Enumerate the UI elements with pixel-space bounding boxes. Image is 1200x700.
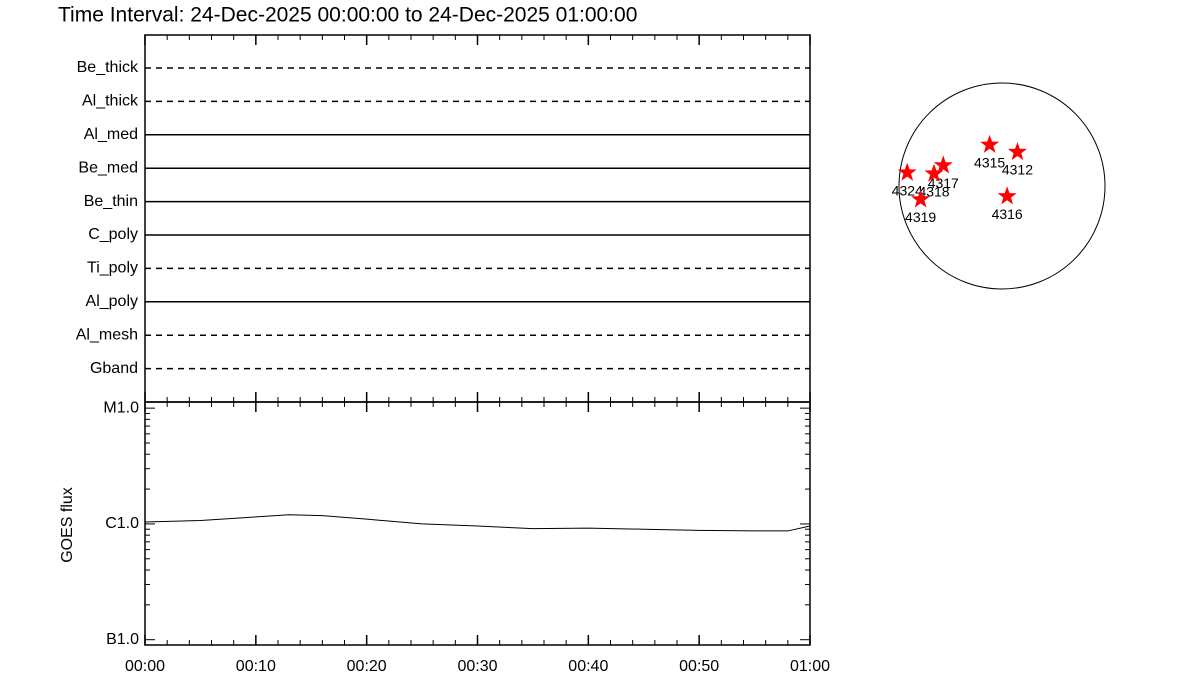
filter-label: Al_thick xyxy=(82,93,139,110)
chart-title: Time Interval: 24-Dec-2025 00:00:00 to 2… xyxy=(58,4,637,27)
region-label: 4316 xyxy=(992,206,1023,222)
y-tick-label: M1.0 xyxy=(103,399,139,416)
filter-label: Be_thick xyxy=(77,59,139,76)
goes-line xyxy=(144,514,811,532)
filter-label: Gband xyxy=(90,360,138,377)
x-tick-label: 00:20 xyxy=(347,658,387,675)
goes-panel xyxy=(144,401,811,646)
x-tick-label: 00:40 xyxy=(568,658,608,675)
region-label: 4324 xyxy=(892,182,923,198)
region-star xyxy=(980,134,1000,153)
y-tick-label: C1.0 xyxy=(105,515,139,532)
solar-disk xyxy=(898,82,1106,290)
filter-label: Al_mesh xyxy=(76,326,138,343)
x-tick-label: 01:00 xyxy=(790,658,830,675)
region-star xyxy=(933,155,953,174)
x-tick-label: 00:50 xyxy=(679,658,719,675)
region-label: 4312 xyxy=(1002,162,1033,178)
region-label: 4318 xyxy=(918,183,949,199)
filter-label: C_poly xyxy=(88,226,138,243)
region-label: 4317 xyxy=(928,175,959,191)
region-label: 4315 xyxy=(974,155,1005,171)
filter-label: Ti_poly xyxy=(87,260,138,277)
region-label: 4319 xyxy=(905,209,936,225)
x-tick-label: 00:30 xyxy=(457,658,497,675)
filter-panel xyxy=(144,34,811,403)
y-tick-label: B1.0 xyxy=(106,631,139,648)
filter-label: Be_med xyxy=(78,159,138,176)
filter-label: Al_poly xyxy=(86,293,138,310)
region-star xyxy=(911,189,931,208)
filter-label: Al_med xyxy=(84,126,138,143)
x-tick-label: 00:00 xyxy=(125,658,165,675)
x-tick-label: 00:10 xyxy=(236,658,276,675)
region-star xyxy=(924,163,944,182)
region-star xyxy=(1007,142,1027,161)
region-star xyxy=(897,162,917,181)
region-star xyxy=(997,186,1017,205)
filter-label: Be_thin xyxy=(84,193,138,210)
y-axis-label: GOES flux xyxy=(59,487,76,563)
